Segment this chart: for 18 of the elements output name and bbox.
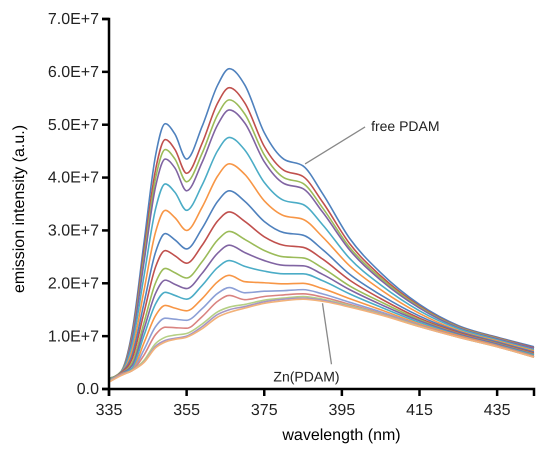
y-tick-label: 4.0E+7 [48,170,100,187]
y-tick-label: 1.0E+7 [48,328,100,346]
x-axis-title: wavelength (nm) [281,427,401,444]
annotation: free PDAM [371,118,440,134]
x-tick-label: 395 [328,402,356,419]
y-tick-label: 5.0E+7 [48,116,100,134]
annotation: Zn(PDAM) [273,368,340,384]
y-tick-label: 7.0E+7 [48,11,100,28]
x-tick-label: 435 [484,402,511,419]
y-tick-label: 0.0 [76,381,100,398]
x-tick-label: 415 [406,402,433,419]
x-tick-label: 335 [96,402,122,419]
y-tick-label: 6.0E+7 [48,64,100,81]
y-axis-title: emission intensity (a.u.) [11,124,28,294]
y-tick-label: 3.0E+7 [48,222,100,240]
x-tick-label: 355 [173,402,200,419]
x-tick-label: 375 [250,402,278,419]
y-tick-label: 2.0E+7 [48,275,100,292]
